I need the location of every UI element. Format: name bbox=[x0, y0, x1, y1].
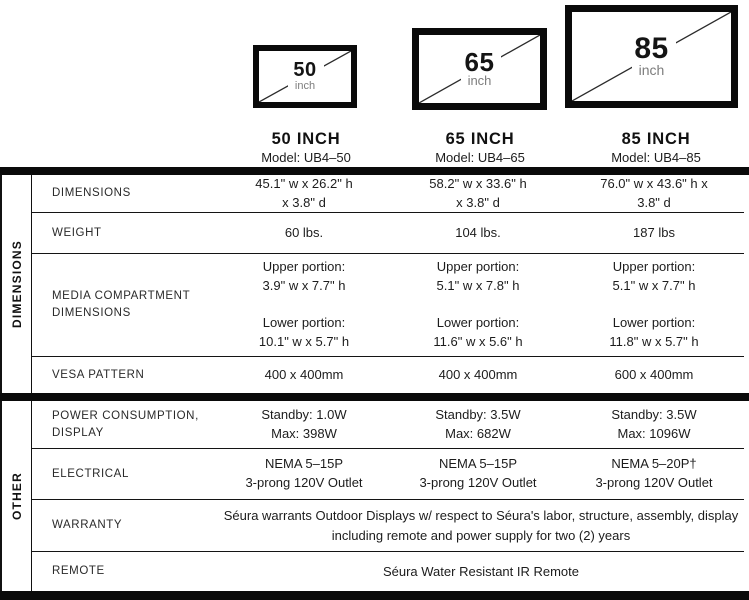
section-label: OTHER bbox=[9, 472, 24, 520]
row-label: POWER CONSUMPTION, DISPLAY bbox=[52, 409, 199, 439]
inch-label: inch bbox=[631, 62, 672, 79]
section-dimensions: DIMENSIONS DIMENSIONS 45.1" w x 26.2" h … bbox=[0, 175, 744, 393]
column-title: 50 INCH bbox=[271, 130, 341, 148]
column-header-65: 65 INCH Model: UB4–65 bbox=[392, 130, 568, 167]
section-rows: DIMENSIONS 45.1" w x 26.2" h x 3.8" d 58… bbox=[32, 175, 744, 393]
tv-size-label: 65 inch bbox=[419, 35, 540, 103]
remote-text: Séura Water Resistant IR Remote bbox=[382, 563, 580, 579]
size-number: 65 bbox=[457, 49, 502, 74]
row-label: MEDIA COMPARTMENT DIMENSIONS bbox=[52, 290, 191, 319]
tv-size-label: 50 inch bbox=[259, 51, 351, 102]
cell-electrical-65: NEMA 5–15P 3-prong 120V Outlet bbox=[419, 456, 537, 490]
section-other: OTHER POWER CONSUMPTION, DISPLAY Standby… bbox=[0, 401, 744, 591]
cell-vesa-85: 600 x 400mm bbox=[614, 366, 694, 382]
cell-electrical-85: NEMA 5–20P† 3-prong 120V Outlet bbox=[595, 456, 713, 490]
cell-electrical-50: NEMA 5–15P 3-prong 120V Outlet bbox=[245, 456, 363, 490]
cell-vesa-50: 400 x 400mm bbox=[264, 366, 344, 382]
section-label-column: OTHER bbox=[2, 401, 32, 591]
column-headers: 50 INCH Model: UB4–50 65 INCH Model: UB4… bbox=[0, 124, 744, 167]
row-label: WARRANTY bbox=[52, 519, 123, 532]
cell-media-50: Upper portion: 3.9" w x 7.7" h Lower por… bbox=[258, 258, 350, 350]
row-label: WEIGHT bbox=[52, 226, 102, 239]
tv-outline-85: 85 inch bbox=[565, 5, 738, 108]
size-number: 85 bbox=[627, 33, 676, 64]
table-row-dimensions: DIMENSIONS 45.1" w x 26.2" h x 3.8" d 58… bbox=[32, 175, 744, 213]
table-row-power: POWER CONSUMPTION, DISPLAY Standby: 1.0W… bbox=[32, 401, 744, 449]
tv-size-label: 85 inch bbox=[572, 12, 731, 101]
model-number: Model: UB4–50 bbox=[261, 150, 351, 165]
tv-outline-50: 50 inch bbox=[253, 45, 357, 108]
inch-label: inch bbox=[460, 73, 499, 89]
tv-outline-65: 65 inch bbox=[412, 28, 547, 110]
model-number: Model: UB4–85 bbox=[611, 150, 701, 165]
cell-warranty-all: Séura warrants Outdoor Displays w/ respe… bbox=[218, 506, 744, 545]
cell-media-85: Upper portion: 5.1" w x 7.7" h Lower por… bbox=[609, 258, 699, 350]
table-row-weight: WEIGHT 60 lbs. 104 lbs. 187 lbs bbox=[32, 213, 744, 254]
cell-media-65: Upper portion: 5.1" w x 7.8" h Lower por… bbox=[433, 258, 523, 350]
cell-weight-65: 104 lbs. bbox=[455, 224, 501, 240]
bottom-divider-bar bbox=[0, 591, 749, 600]
table-row-electrical: ELECTRICAL NEMA 5–15P 3-prong 120V Outle… bbox=[32, 449, 744, 500]
cell-remote-all: Séura Water Resistant IR Remote bbox=[218, 562, 744, 582]
cell-vesa-65: 400 x 400mm bbox=[438, 366, 518, 382]
section-rows: POWER CONSUMPTION, DISPLAY Standby: 1.0W… bbox=[32, 401, 744, 591]
row-label: ELECTRICAL bbox=[52, 467, 129, 480]
column-title: 85 INCH bbox=[621, 130, 691, 148]
cell-dimensions-85: 76.0" w x 43.6" h x 3.8" d bbox=[600, 175, 708, 210]
row-label: DIMENSIONS bbox=[52, 187, 131, 200]
table-row-warranty: WARRANTY Séura warrants Outdoor Displays… bbox=[32, 500, 744, 552]
cell-power-50: Standby: 1.0W Max: 398W bbox=[261, 406, 347, 441]
column-title: 65 INCH bbox=[445, 130, 515, 148]
section-label: DIMENSIONS bbox=[9, 239, 24, 329]
warranty-text: Séura warrants Outdoor Displays w/ respe… bbox=[223, 508, 739, 543]
header-divider-bar bbox=[0, 167, 749, 175]
table-row-remote: REMOTE Séura Water Resistant IR Remote bbox=[32, 552, 744, 591]
cell-dimensions-65: 58.2" w x 33.6" h x 3.8" d bbox=[429, 175, 527, 210]
model-number: Model: UB4–65 bbox=[435, 150, 525, 165]
section-divider-bar bbox=[0, 393, 749, 401]
cell-power-65: Standby: 3.5W Max: 682W bbox=[435, 406, 521, 441]
row-label: REMOTE bbox=[52, 565, 105, 578]
size-number: 50 bbox=[286, 60, 324, 80]
table-row-vesa: VESA PATTERN 400 x 400mm 400 x 400mm 600… bbox=[32, 357, 744, 393]
cell-weight-85: 187 lbs bbox=[633, 224, 675, 240]
cell-power-85: Standby: 3.5W Max: 1096W bbox=[611, 406, 697, 441]
column-header-85: 85 INCH Model: UB4–85 bbox=[568, 130, 744, 167]
cell-weight-50: 60 lbs. bbox=[284, 224, 324, 240]
section-label-column: DIMENSIONS bbox=[2, 175, 32, 393]
inch-label: inch bbox=[287, 79, 323, 93]
table-row-media-compartment: MEDIA COMPARTMENT DIMENSIONS Upper porti… bbox=[32, 254, 744, 357]
column-header-50: 50 INCH Model: UB4–50 bbox=[220, 130, 392, 167]
cell-dimensions-50: 45.1" w x 26.2" h x 3.8" d bbox=[255, 175, 353, 210]
row-label: VESA PATTERN bbox=[52, 368, 145, 381]
